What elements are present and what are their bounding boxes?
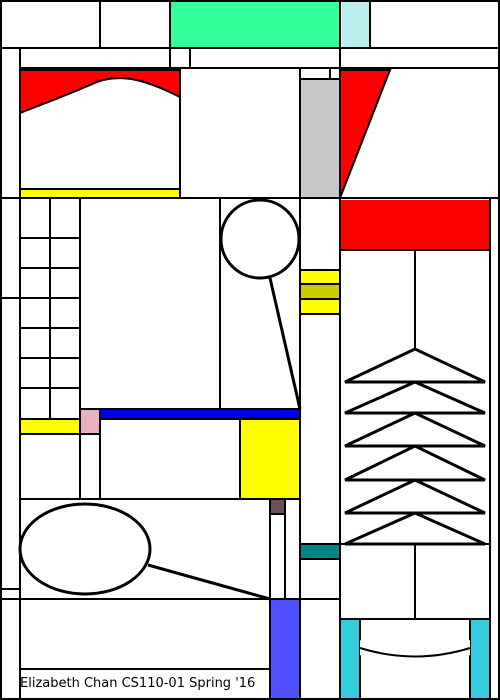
periwinkle-column <box>270 599 300 700</box>
light-cyan-block <box>342 0 370 48</box>
red-wave-shape <box>19 69 181 115</box>
cylinder-lid <box>360 640 470 668</box>
cyan-column-right <box>470 619 490 700</box>
pink-square <box>80 409 100 434</box>
stacked-triangles <box>344 347 486 546</box>
circle-shape <box>219 198 301 280</box>
yellow-small-1 <box>300 270 340 284</box>
yellow-strip-left <box>20 419 80 434</box>
cylinder-lid-line <box>359 647 471 658</box>
circle-line <box>268 277 302 410</box>
red-block <box>340 200 490 250</box>
artist-credit: Elizabeth Chan CS110-01 Spring '16 <box>20 676 256 691</box>
mauve-square <box>270 499 285 514</box>
ellipse-shape <box>18 502 152 596</box>
yellow-strip-top <box>20 189 180 198</box>
green-block <box>170 0 340 48</box>
ellipse-line <box>147 563 271 601</box>
teal-bar <box>300 544 340 559</box>
gray-column <box>300 79 340 198</box>
yellow-square <box>240 419 300 499</box>
blue-bar <box>100 409 300 418</box>
yellow-small-2 <box>300 299 340 314</box>
olive-small <box>300 284 340 299</box>
red-block-outline <box>339 197 491 251</box>
cyan-column-left <box>340 619 360 700</box>
